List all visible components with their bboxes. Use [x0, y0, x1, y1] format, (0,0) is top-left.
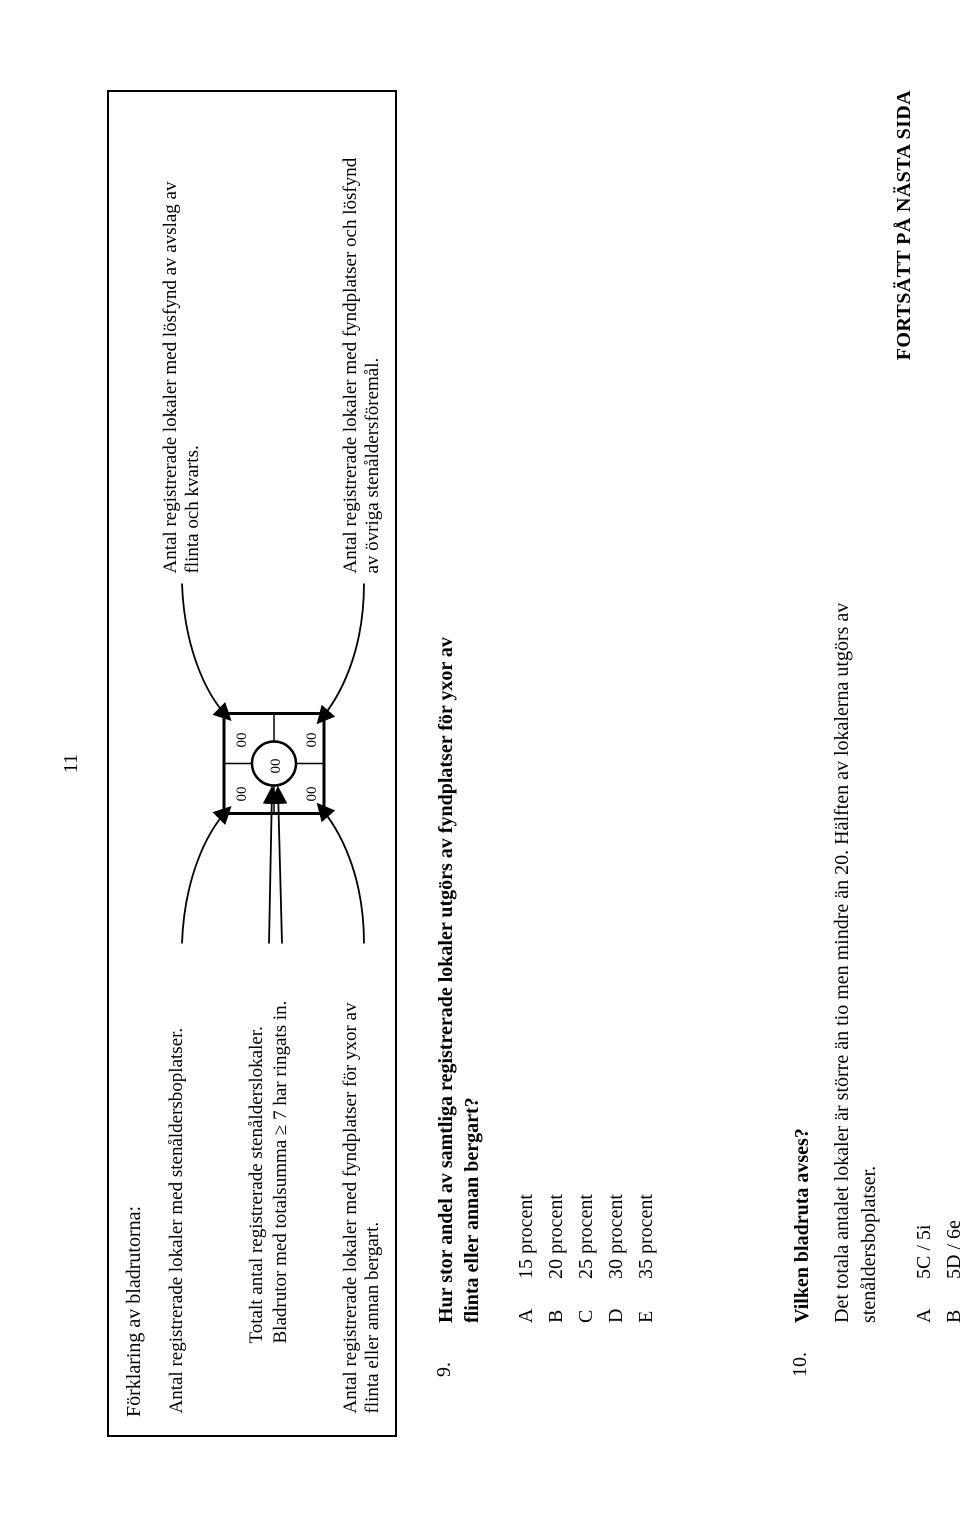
page-container: 11 Förklaring av bladrutorna: 00 00 00 0…	[0, 0, 960, 1527]
q9-number: 9.	[433, 1347, 456, 1377]
option-text: 15 procent	[511, 1194, 541, 1279]
legend-label-tr-1: Antal registrerade lokaler med lösfynd a…	[160, 181, 181, 573]
option-letter: A	[909, 1301, 939, 1323]
q10-option-b[interactable]: B 5D / 6e	[939, 90, 960, 1323]
legend-label-tr-2: flinta och kvarts.	[182, 445, 203, 573]
legend-box: Förklaring av bladrutorna: 00 00 00 00 0…	[107, 90, 397, 1437]
q9-option-a[interactable]: A 15 procent	[511, 90, 541, 1323]
cell-tl: 00	[234, 787, 250, 802]
grid-cell: 00 00 00 00 00	[224, 714, 324, 814]
q10-options: A5C / 5i B5D / 6e C5D / 8h D5D / 9b E6D …	[909, 90, 960, 1323]
option-letter: A	[511, 1301, 541, 1323]
page-number: 11	[60, 90, 83, 1437]
option-text: 30 procent	[601, 1194, 631, 1279]
q9-option-e[interactable]: E 35 procent	[631, 90, 661, 1323]
legend-label-ml1: Totalt antal registrerade stenåldersloka…	[246, 1026, 267, 1343]
option-text: 5D / 6e	[939, 1220, 960, 1279]
q9-text: Hur stor andel av samtliga registrerade …	[433, 603, 485, 1323]
legend-diagram: 00 00 00 00 00	[154, 110, 384, 1417]
option-letter: C	[571, 1301, 601, 1323]
legend-label-bl-1: Antal registrerade lokaler med fyndplats…	[340, 1002, 361, 1413]
option-letter: D	[601, 1301, 631, 1323]
q10-number: 10.	[789, 1347, 812, 1377]
q9-options: A 15 procent B 20 procent C 25 procent D 30 …	[511, 90, 661, 1323]
option-letter: E	[631, 1301, 661, 1323]
option-text: 5C / 5i	[909, 1225, 939, 1279]
legend-label-tl: Antal registrerade lokaler med stenålder…	[166, 1028, 187, 1414]
q9-option-c[interactable]: C 25 procent	[571, 90, 601, 1323]
arrow-bl	[319, 806, 364, 944]
option-text: 25 procent	[571, 1194, 601, 1279]
footer-continue: FORTSÄTT PÅ NÄSTA SIDA	[893, 90, 916, 360]
spacer	[689, 90, 789, 1437]
option-letter: B	[541, 1301, 571, 1323]
arrow-br	[319, 584, 364, 722]
option-text: 35 procent	[631, 1194, 661, 1279]
legend-label-br-1: Antal registrerade lokaler med fyndplats…	[340, 157, 361, 573]
q9-option-d[interactable]: D 30 procent	[601, 90, 631, 1323]
q10-text: Vilken bladruta avses?	[789, 1128, 815, 1323]
question-9: 9. Hur stor andel av samtliga registrera…	[433, 90, 661, 1377]
cell-tr: 00	[234, 733, 250, 748]
legend-label-ml2: Bladrutor med totalsumma ≥ 7 har ringats…	[270, 1001, 291, 1344]
arrow-tr	[182, 584, 229, 719]
cell-br: 00	[304, 733, 320, 748]
q9-option-b[interactable]: B 20 procent	[541, 90, 571, 1323]
arrow-tl	[182, 809, 229, 944]
legend-title: Förklaring av bladrutorna:	[123, 110, 146, 1417]
legend-label-bl-2: flinta eller annan bergart.	[362, 1222, 383, 1414]
legend-label-br-2: av övriga stenåldersföremål.	[362, 358, 383, 574]
option-letter: B	[939, 1301, 960, 1323]
q10-hint: Det totala antalet lokaler är större än …	[829, 563, 883, 1323]
option-text: 20 procent	[541, 1194, 571, 1279]
cell-center: 00	[268, 759, 284, 774]
question-10: 10. Vilken bladruta avses? Det totala an…	[789, 90, 960, 1377]
cell-bl: 00	[304, 787, 320, 802]
